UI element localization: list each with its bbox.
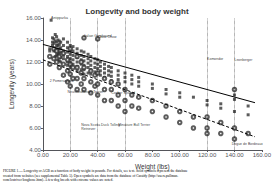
svg-text:10.00: 10.00 — [26, 81, 42, 87]
svg-text:0.00: 0.00 — [37, 152, 49, 158]
svg-text:2 Pomeranians: 2 Pomeranians — [50, 79, 74, 83]
svg-text:8.00: 8.00 — [29, 103, 41, 109]
svg-text:12.00: 12.00 — [26, 59, 42, 65]
svg-text:16.00: 16.00 — [26, 15, 42, 21]
svg-text:6.00: 6.00 — [29, 125, 41, 131]
svg-text:Leonberger: Leonberger — [234, 58, 253, 62]
svg-text:Nova Scotia Duck Tolling: Nova Scotia Duck Tolling — [81, 122, 120, 127]
svg-text:created from websites (see sup: created from websites (see supplemental … — [3, 173, 179, 178]
svg-text:40.00: 40.00 — [90, 152, 106, 158]
svg-text:Komondor: Komondor — [207, 57, 224, 61]
svg-text:4.00: 4.00 — [29, 147, 41, 153]
svg-text:120.00: 120.00 — [198, 152, 217, 158]
svg-text:Longevity (years): Longevity (years) — [8, 59, 16, 109]
svg-text:FIGURE 1.— Longevity or AGB as: FIGURE 1.— Longevity or AGB as a functio… — [3, 169, 188, 174]
svg-text:Miniature Bull Terrier: Miniature Bull Terrier — [118, 123, 151, 127]
svg-text:Dogue de Bordeaux: Dogue de Bordeaux — [232, 142, 263, 146]
svg-text:Chow Chow: Chow Chow — [98, 35, 117, 39]
svg-text:Neufoundlander Terrier: Neufoundlander Terrier — [68, 90, 105, 94]
svg-text:100.00: 100.00 — [171, 152, 190, 158]
svg-text:140.00: 140.00 — [225, 152, 244, 158]
svg-text:160.00: 160.00 — [253, 152, 272, 158]
svg-text:80.00: 80.00 — [145, 152, 161, 158]
svg-text:14.00: 14.00 — [26, 37, 42, 43]
svg-text:com/lostriver/longbone.htm). A: com/lostriver/longbone.htm). A few dog b… — [3, 178, 113, 182]
svg-text:Antipparka: Antipparka — [51, 16, 68, 20]
svg-text:Weight (lbs): Weight (lbs) — [135, 163, 170, 171]
svg-text:Longevity and body weight: Longevity and body weight — [85, 7, 188, 16]
svg-text:20.00: 20.00 — [63, 152, 79, 158]
svg-text:Retriever: Retriever — [81, 127, 96, 131]
svg-text:Cocker Spaniel: Cocker Spaniel — [111, 91, 135, 95]
svg-text:60.00: 60.00 — [117, 152, 133, 158]
